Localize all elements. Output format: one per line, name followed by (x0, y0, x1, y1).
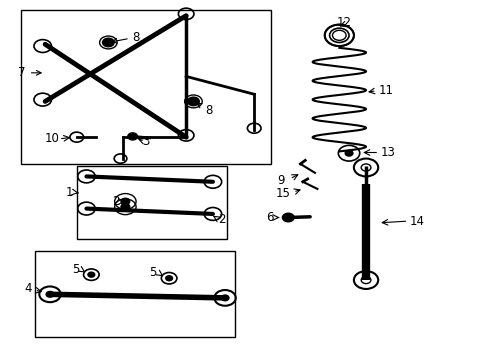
Circle shape (127, 133, 137, 140)
Text: 14: 14 (409, 215, 424, 228)
Text: 8: 8 (112, 31, 140, 44)
Text: 11: 11 (377, 84, 392, 97)
FancyBboxPatch shape (21, 10, 271, 164)
Text: 15: 15 (275, 187, 289, 200)
Text: 5: 5 (72, 263, 79, 276)
Circle shape (121, 198, 129, 204)
Circle shape (221, 295, 228, 301)
Circle shape (187, 97, 199, 106)
Circle shape (88, 272, 95, 277)
Text: 2: 2 (217, 213, 225, 226)
Text: 13: 13 (380, 146, 395, 159)
FancyBboxPatch shape (35, 251, 234, 337)
Circle shape (46, 292, 54, 297)
Circle shape (102, 38, 114, 47)
Text: 1: 1 (66, 186, 73, 199)
Text: 12: 12 (336, 15, 351, 28)
Text: 5: 5 (149, 266, 157, 279)
FancyBboxPatch shape (77, 166, 227, 239)
Text: 10: 10 (45, 132, 60, 145)
Text: 8: 8 (197, 103, 213, 117)
Circle shape (165, 276, 172, 281)
Text: 9: 9 (277, 174, 285, 187)
Text: 6: 6 (265, 211, 273, 224)
Circle shape (121, 203, 129, 210)
Circle shape (345, 150, 352, 156)
Text: 3: 3 (142, 135, 149, 148)
Text: 4: 4 (24, 283, 31, 296)
Text: 7: 7 (19, 66, 41, 79)
Circle shape (282, 213, 293, 222)
Text: 2: 2 (112, 195, 119, 208)
